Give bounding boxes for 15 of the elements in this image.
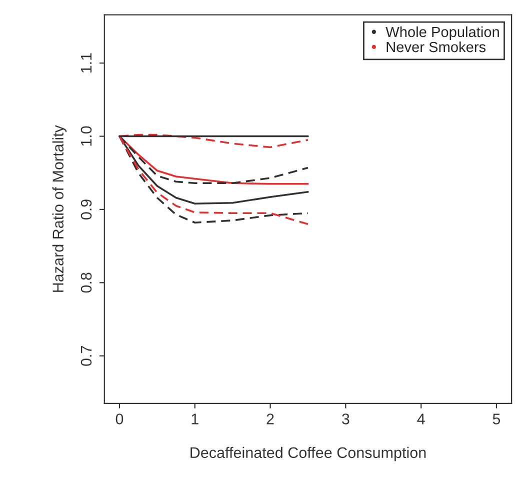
x-tick-label: 5 bbox=[492, 414, 500, 424]
y-tick-label: 0.9 bbox=[80, 200, 92, 220]
x-tick-label: 3 bbox=[342, 414, 350, 424]
legend-label: Never Smokers bbox=[386, 41, 486, 52]
y-tick-label: 1.0 bbox=[80, 126, 92, 146]
y-tick-label: 1.1 bbox=[80, 53, 92, 73]
y-axis-title: Hazard Ratio of Mortality bbox=[52, 125, 67, 292]
x-tick-label: 4 bbox=[417, 414, 425, 424]
x-axis-title: Decaffeinated Coffee Consumption bbox=[190, 446, 426, 462]
x-tick-label: 1 bbox=[192, 414, 198, 424]
y-tick-label: 0.8 bbox=[80, 272, 92, 293]
x-tick-label: 2 bbox=[266, 414, 274, 424]
legend-label: Whole Population bbox=[386, 26, 499, 40]
x-tick-label: 0 bbox=[116, 414, 124, 424]
y-tick-label: 0.7 bbox=[80, 346, 92, 366]
